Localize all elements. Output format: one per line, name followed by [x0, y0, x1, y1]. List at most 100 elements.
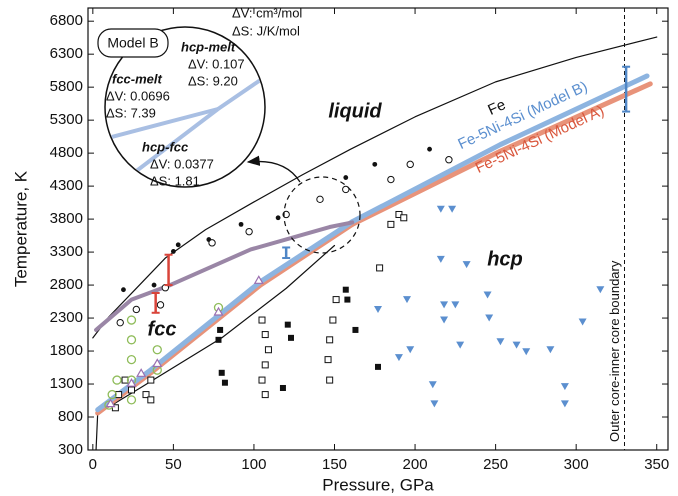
data-point: [342, 286, 349, 293]
data-point: [375, 363, 381, 370]
series-line: [94, 220, 355, 332]
data-point: [462, 261, 471, 269]
data-point: [372, 161, 378, 167]
y-tick-label: 3800: [50, 210, 83, 227]
data-point: [440, 301, 449, 309]
data-point: [275, 215, 281, 221]
inset-dv: ΔV: 0.0377: [150, 156, 214, 171]
data-point: [221, 379, 228, 386]
inset-dv: ΔV: 0.0696: [106, 88, 170, 103]
data-point: [560, 400, 569, 408]
series-line: [95, 244, 336, 450]
data-point: [105, 398, 116, 408]
inset-circle: [104, 26, 266, 188]
data-point: [344, 296, 351, 303]
phase-label: hcp: [487, 248, 523, 270]
data-point: [112, 375, 122, 385]
data-point: [258, 376, 266, 384]
y-tick-label: 300: [58, 441, 83, 458]
data-point: [261, 391, 269, 399]
data-point: [332, 296, 340, 304]
inset-boundary-name: hcp-fcc: [142, 139, 189, 154]
inset-ds: ΔS: 7.39: [106, 105, 156, 120]
inset-title-box: [97, 28, 169, 58]
y-tick-label: 4800: [50, 144, 83, 161]
error-bar: [282, 246, 291, 260]
y-tick-label: 6800: [50, 12, 83, 29]
data-point: [279, 384, 286, 391]
data-point: [387, 175, 395, 184]
data-point: [376, 264, 384, 272]
data-point: [213, 306, 224, 316]
y-axis-label: Temperature, K: [11, 170, 30, 287]
data-point: [483, 291, 492, 299]
data-point: [217, 326, 224, 333]
reference-label: Outer core-inner core boundary: [607, 260, 622, 442]
inset-boundary-name: fcc-melt: [112, 71, 163, 86]
y-tick-label: 1300: [50, 375, 83, 392]
data-point: [560, 383, 569, 391]
data-point: [156, 301, 165, 309]
data-point: [316, 195, 324, 204]
data-point: [342, 185, 350, 194]
inset-boundary-name: hcp-melt: [181, 39, 236, 54]
data-point: [326, 336, 334, 344]
data-point: [436, 205, 445, 213]
data-point: [406, 346, 415, 354]
error-bar: [164, 253, 173, 287]
data-point: [324, 356, 332, 364]
y-tick-label: 3300: [50, 243, 83, 260]
data-point: [147, 396, 155, 404]
data-point: [151, 282, 157, 288]
data-point: [427, 146, 432, 152]
data-point: [253, 275, 264, 284]
data-point: [430, 400, 439, 408]
data-point: [284, 321, 291, 328]
x-tick-label: 300: [564, 456, 589, 473]
y-tick-label: 6300: [50, 45, 83, 62]
data-point: [126, 354, 137, 365]
inset-ds: ΔS: 9.20: [188, 73, 238, 88]
data-point: [400, 214, 408, 222]
data-point: [142, 391, 150, 399]
data-point: [522, 348, 531, 356]
x-tick-label: 50: [165, 456, 182, 473]
y-tick-label: 2800: [50, 276, 83, 293]
data-point: [121, 287, 126, 293]
x-tick-label: 150: [322, 456, 347, 473]
error-bar: [151, 291, 160, 314]
series-line: [349, 73, 650, 225]
data-point: [428, 381, 437, 389]
data-point: [128, 386, 135, 394]
data-point: [406, 160, 414, 169]
data-point: [136, 368, 147, 377]
data-point: [596, 286, 605, 294]
data-point: [170, 249, 176, 254]
data-point: [451, 301, 460, 309]
data-point: [403, 296, 411, 304]
data-point: [245, 227, 253, 236]
zoom-circle: [283, 176, 361, 254]
inset-unit: ΔS: J/K/mol: [232, 23, 300, 38]
data-point: [126, 395, 137, 405]
plot-area: [92, 8, 658, 450]
y-tick-label: 5800: [50, 78, 83, 95]
phase-label: fcc: [148, 318, 177, 340]
data-point: [126, 378, 137, 387]
inset-line: [216, 68, 264, 111]
data-point: [578, 318, 587, 326]
y-tick-label: 4300: [50, 177, 83, 194]
inset-line: [106, 107, 219, 142]
data-point: [546, 346, 555, 354]
data-point: [175, 242, 181, 248]
x-tick-label: 350: [644, 456, 669, 473]
data-point: [126, 335, 137, 345]
data-point: [264, 346, 272, 354]
phase-label: liquid: [328, 100, 382, 122]
data-point: [147, 376, 155, 384]
error-bar: [622, 65, 631, 113]
data-point: [445, 156, 453, 164]
x-axis-label: Pressure, GPa: [322, 475, 434, 494]
